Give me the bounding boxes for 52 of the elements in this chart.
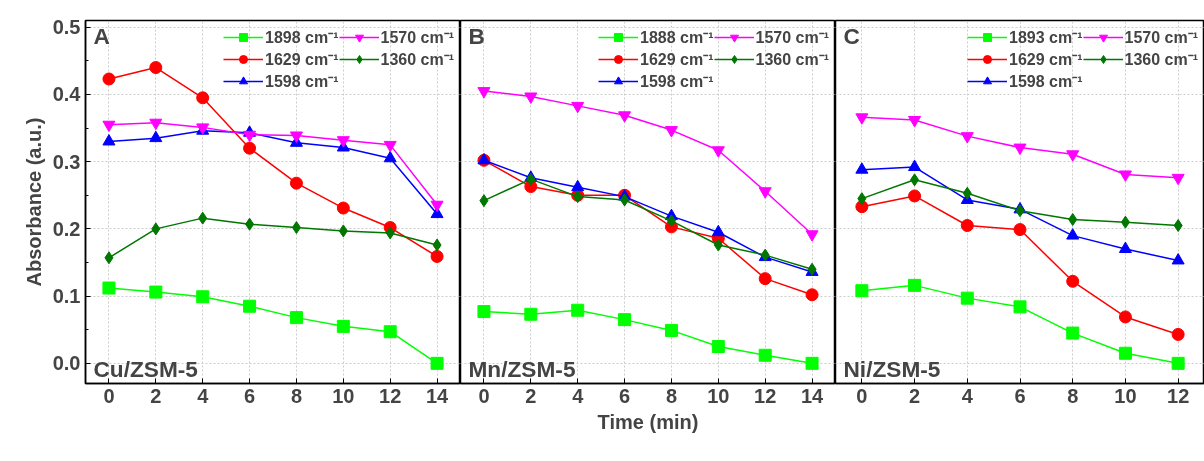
annotation: Mn/ZSM-5 bbox=[468, 355, 576, 382]
y-tick-label: 0.4 bbox=[52, 83, 82, 106]
y-tick-label: 0.3 bbox=[52, 150, 81, 173]
legend-label: 1629 cm⁻¹ bbox=[1009, 50, 1083, 70]
x-tick-label: 8 bbox=[665, 384, 677, 407]
legend-label: 1629 cm⁻¹ bbox=[640, 50, 714, 70]
x-tick-label: 8 bbox=[1067, 384, 1079, 407]
legend-label: 1598 cm⁻¹ bbox=[265, 72, 339, 92]
legend-label: 1360 cm⁻¹ bbox=[755, 50, 829, 70]
x-tick-label: 12 bbox=[754, 384, 777, 407]
x-tick-label: 10 bbox=[332, 384, 355, 407]
x-axis-title: Time (min) bbox=[597, 410, 699, 433]
legend-label: 1888 cm⁻¹ bbox=[640, 28, 714, 48]
x-tick-label: 0 bbox=[478, 384, 490, 407]
y-tick-label: 0.5 bbox=[52, 16, 81, 39]
x-tick-label: 14 bbox=[800, 384, 825, 407]
legend-label: 1598 cm⁻¹ bbox=[1009, 72, 1083, 92]
x-tick-label: 2 bbox=[150, 384, 162, 407]
legend-label: 1570 cm⁻¹ bbox=[755, 28, 829, 48]
x-tick-label: 12 bbox=[1167, 384, 1190, 407]
annotation: B bbox=[468, 22, 485, 49]
x-tick-label: 0 bbox=[103, 384, 115, 407]
x-tick-label: 2 bbox=[525, 384, 537, 407]
x-tick-label: 6 bbox=[1014, 384, 1026, 407]
x-tick-label: 6 bbox=[244, 384, 256, 407]
y-axis-title: Absorbance (a.u.) bbox=[22, 117, 45, 287]
legend-label: 1570 cm⁻¹ bbox=[380, 28, 454, 48]
legend-label: 1598 cm⁻¹ bbox=[640, 72, 714, 92]
annotation: Cu/ZSM-5 bbox=[93, 355, 198, 382]
annotation: C bbox=[843, 22, 860, 49]
x-tick-label: 6 bbox=[619, 384, 631, 407]
legend-label: 1893 cm⁻¹ bbox=[1009, 28, 1083, 48]
legend-label: 1898 cm⁻¹ bbox=[265, 28, 339, 48]
y-tick-label: 0.1 bbox=[52, 285, 81, 308]
x-tick-label: 4 bbox=[572, 384, 585, 407]
legend-label: 1360 cm⁻¹ bbox=[380, 50, 454, 70]
x-tick-label: 4 bbox=[961, 384, 974, 407]
annotation: Ni/ZSM-5 bbox=[843, 355, 941, 382]
x-tick-label: 4 bbox=[197, 384, 210, 407]
x-tick-label: 2 bbox=[909, 384, 921, 407]
legend-label: 1629 cm⁻¹ bbox=[265, 50, 339, 70]
y-tick-label: 0.0 bbox=[52, 352, 81, 375]
annotation: A bbox=[93, 22, 110, 49]
x-tick-label: 8 bbox=[290, 384, 302, 407]
legend-label: 1570 cm⁻¹ bbox=[1124, 28, 1198, 48]
x-tick-label: 10 bbox=[707, 384, 730, 407]
x-tick-label: 10 bbox=[1114, 384, 1137, 407]
x-tick-label: 12 bbox=[379, 384, 402, 407]
x-tick-label: 14 bbox=[425, 384, 450, 407]
y-tick-label: 0.2 bbox=[52, 217, 81, 240]
x-tick-label: 0 bbox=[856, 384, 868, 407]
legend-label: 1360 cm⁻¹ bbox=[1124, 50, 1198, 70]
